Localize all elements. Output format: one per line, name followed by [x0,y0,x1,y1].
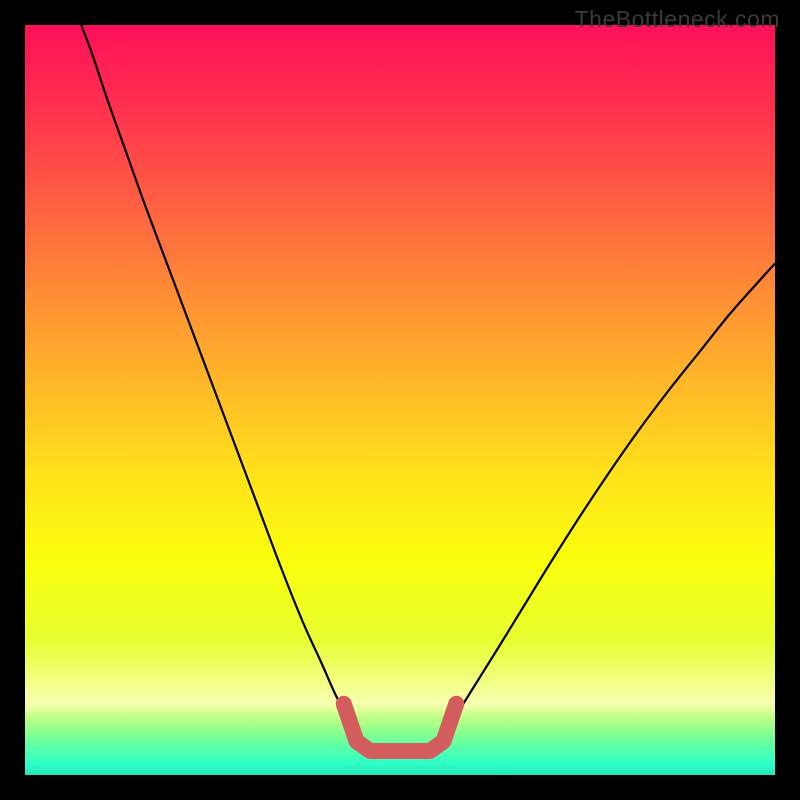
watermark-text: TheBottleneck.com [575,6,780,33]
plot-area [25,25,775,775]
chart-container: TheBottleneck.com [0,0,800,800]
plot-svg [0,0,800,800]
